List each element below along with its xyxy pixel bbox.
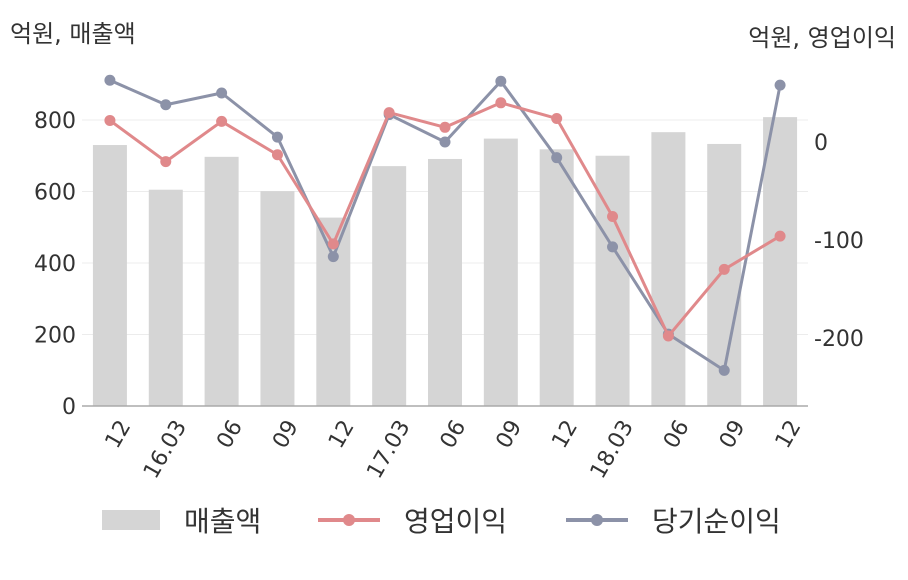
x-tick-label: 17.03 (362, 416, 415, 483)
bar (428, 158, 462, 406)
y-right-tick-label: 0 (814, 131, 828, 156)
net-income-point (495, 75, 507, 87)
net-income-point (104, 74, 116, 86)
operating-profit-point (383, 107, 395, 119)
net-income-point (439, 136, 451, 148)
legend-item-sales: 매출액 (102, 500, 261, 540)
operating-profit-point (718, 263, 730, 275)
y-left-tick-label: 400 (34, 252, 76, 277)
x-tick-label: 12 (101, 416, 137, 453)
operating-profit-point (271, 149, 283, 161)
x-tick-label: 09 (492, 416, 528, 453)
y-left-tick-label: 600 (34, 181, 76, 206)
legend: 매출액 영업이익 당기순이익 (0, 500, 908, 550)
x-tick-label: 09 (715, 416, 751, 453)
bar (483, 138, 518, 406)
operating-profit-point (104, 114, 116, 126)
y-right-tick-label: -200 (814, 327, 864, 352)
net-income-point (160, 99, 172, 111)
operating-profit-point (327, 238, 339, 250)
x-tick-label: 12 (324, 416, 360, 453)
legend-swatch-sales (102, 510, 160, 530)
operating-profit-point (607, 210, 619, 222)
x-tick-label: 06 (659, 416, 695, 453)
x-tick-label: 16.03 (139, 416, 192, 483)
bar (763, 117, 798, 406)
x-tick-label: 06 (212, 416, 248, 453)
bar (539, 149, 574, 406)
operating-profit-point (160, 156, 172, 168)
net-income-point (551, 152, 563, 164)
net-income-point (327, 251, 339, 263)
net-income-point (607, 241, 619, 253)
legend-label-sales: 매출액 (184, 505, 262, 538)
bar (148, 189, 183, 406)
legend-label-operating-profit: 영업이익 (404, 505, 508, 538)
operating-profit-point (551, 112, 563, 124)
x-tick-label: 06 (436, 416, 472, 453)
left-axis-unit: 억원, 매출액 (10, 20, 136, 48)
y-right-tick-label: -100 (814, 229, 864, 254)
right-axis-unit: 억원, 영업이익 (748, 24, 896, 52)
operating-profit-point (662, 330, 674, 342)
x-tick-label: 18.03 (586, 416, 639, 483)
net-income-point (718, 364, 730, 376)
bar (260, 191, 295, 406)
bar (651, 132, 686, 406)
y-left-tick-label: 0 (62, 395, 76, 420)
operating-profit-point (495, 97, 507, 109)
bar (372, 166, 407, 406)
legend-swatch-operating-profit (318, 514, 380, 526)
y-left-tick-label: 800 (34, 109, 76, 134)
legend-item-net-income: 당기순이익 (566, 500, 781, 540)
x-tick-label: 09 (268, 416, 304, 453)
operating-profit-point (774, 230, 786, 242)
net-income-point (774, 79, 786, 91)
legend-label-net-income: 당기순이익 (652, 505, 781, 538)
bar (92, 145, 127, 406)
operating-profit-point (439, 121, 451, 133)
legend-item-operating-profit: 영업이익 (318, 500, 507, 540)
y-left-tick-label: 200 (34, 324, 76, 349)
operating-profit-point (216, 115, 228, 127)
net-income-point (271, 131, 283, 143)
bar (204, 156, 239, 406)
legend-swatch-net-income (566, 514, 628, 526)
net-income-point (216, 87, 228, 99)
x-tick-label: 12 (771, 416, 807, 453)
x-tick-label: 12 (547, 416, 583, 453)
